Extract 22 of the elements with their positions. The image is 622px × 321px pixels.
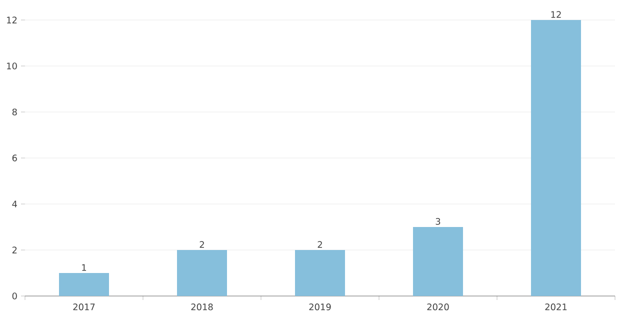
x-tick-label: 2021 (545, 304, 567, 310)
bar (413, 227, 464, 296)
bar (177, 250, 228, 296)
x-tick-label: 2019 (309, 304, 331, 310)
y-tick-label: 8 (12, 108, 17, 116)
data-label: 3 (436, 218, 440, 225)
data-label: 2 (200, 241, 204, 248)
x-tick-label: 2020 (427, 304, 449, 310)
y-tick-label: 0 (12, 292, 17, 300)
y-tick-label: 10 (7, 62, 17, 70)
x-tick-label: 2018 (191, 304, 213, 310)
y-tick-label: 4 (12, 200, 17, 208)
data-label: 12 (551, 11, 561, 18)
bar (59, 273, 110, 296)
data-label: 2 (318, 241, 322, 248)
bar (531, 20, 582, 296)
data-label: 1 (82, 264, 86, 271)
x-tick-label: 2017 (73, 304, 95, 310)
y-tick-label: 12 (7, 16, 17, 24)
bar (295, 250, 346, 296)
y-tick-label: 6 (12, 154, 17, 162)
y-tick-label: 2 (12, 246, 17, 254)
